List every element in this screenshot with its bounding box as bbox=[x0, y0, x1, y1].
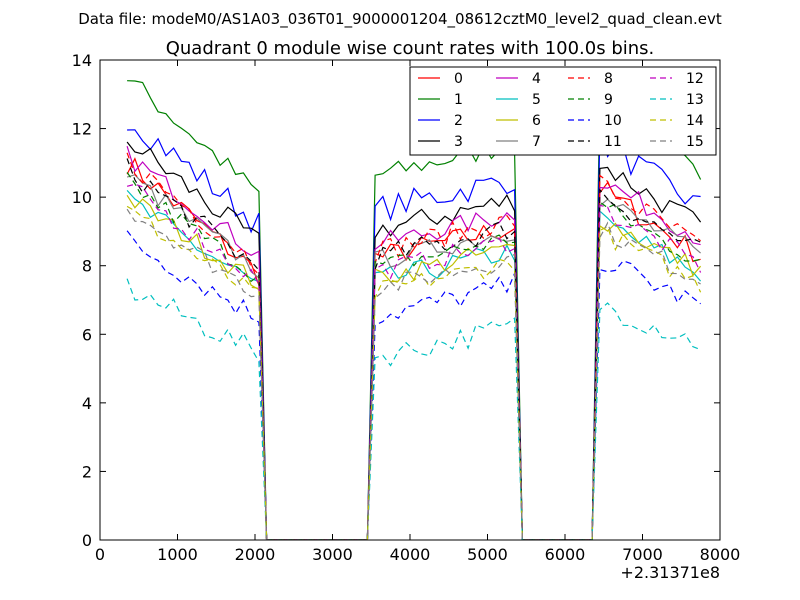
legend-label-13: 13 bbox=[686, 92, 704, 108]
series-line-15 bbox=[126, 208, 701, 540]
series-line-3 bbox=[126, 141, 702, 540]
y-tick-label: 0 bbox=[82, 531, 92, 550]
y-tick-label: 6 bbox=[82, 325, 92, 344]
x-tick-label: 0 bbox=[95, 545, 105, 564]
series-line-0 bbox=[126, 157, 701, 540]
series-line-11 bbox=[126, 158, 701, 540]
legend-label-10: 10 bbox=[604, 113, 622, 129]
axes: 0 1000 2000 3000 4000 5000 6000 7000 80000246810… bbox=[72, 51, 741, 564]
x-tick-label: 8000 bbox=[700, 545, 741, 564]
legend-box bbox=[409, 66, 717, 156]
y-tick-label: 4 bbox=[82, 394, 92, 413]
y-tick-label: 10 bbox=[72, 188, 92, 207]
x-tick-label: 1000 bbox=[157, 545, 198, 564]
series-line-10 bbox=[126, 230, 701, 540]
legend-label-14: 14 bbox=[686, 113, 704, 129]
chart-suptitle: Data file: modeM0/AS1A03_036T01_90000012… bbox=[78, 10, 722, 29]
series-line-13 bbox=[126, 278, 701, 540]
legend-label-11: 11 bbox=[604, 134, 622, 150]
x-tick-label: 7000 bbox=[622, 545, 663, 564]
legend-label-4: 4 bbox=[532, 71, 541, 87]
legend-label-8: 8 bbox=[604, 71, 613, 87]
legend-label-9: 9 bbox=[604, 92, 613, 108]
x-tick-label: 3000 bbox=[312, 545, 353, 564]
chart-title: Quadrant 0 module wise count rates with … bbox=[166, 38, 655, 59]
legend-label-7: 7 bbox=[532, 134, 541, 150]
series-line-5 bbox=[126, 189, 702, 540]
y-tick-label: 2 bbox=[82, 462, 92, 481]
series-line-2 bbox=[127, 129, 701, 540]
y-tick-label: 14 bbox=[72, 51, 92, 70]
series-line-9 bbox=[126, 172, 701, 540]
plot-lines bbox=[126, 80, 702, 540]
x-offset-label: +2.31371e8 bbox=[620, 563, 720, 582]
legend-label-6: 6 bbox=[532, 113, 541, 129]
x-tick-label: 2000 bbox=[235, 545, 276, 564]
legend-label-0: 0 bbox=[454, 71, 463, 87]
series-line-12 bbox=[126, 183, 702, 540]
x-tick-label: 5000 bbox=[467, 545, 508, 564]
x-tick-label: 6000 bbox=[545, 545, 586, 564]
legend-label-2: 2 bbox=[454, 113, 463, 129]
y-tick-label: 12 bbox=[72, 120, 92, 139]
legend-label-1: 1 bbox=[454, 92, 463, 108]
legend-label-12: 12 bbox=[686, 71, 704, 87]
series-line-4 bbox=[126, 146, 701, 540]
legend-label-5: 5 bbox=[532, 92, 541, 108]
legend-label-15: 15 bbox=[686, 134, 704, 150]
legend-label-3: 3 bbox=[454, 134, 463, 150]
y-tick-label: 8 bbox=[82, 257, 92, 276]
series-line-8 bbox=[126, 152, 701, 540]
x-tick-label: 4000 bbox=[390, 545, 431, 564]
